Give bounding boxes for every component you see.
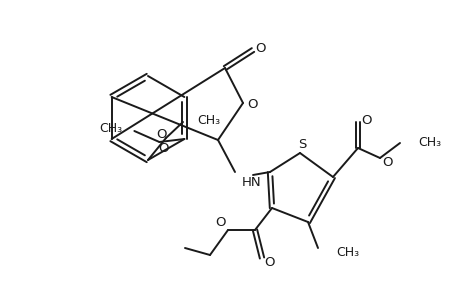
Text: O: O (157, 128, 167, 142)
Text: HN: HN (241, 176, 261, 188)
Text: O: O (255, 41, 266, 55)
Text: O: O (361, 113, 371, 127)
Text: S: S (297, 139, 306, 152)
Text: O: O (382, 157, 392, 169)
Text: CH₃: CH₃ (335, 247, 358, 260)
Text: O: O (247, 98, 257, 112)
Text: CH₃: CH₃ (417, 136, 440, 148)
Text: CH₃: CH₃ (196, 113, 220, 127)
Text: O: O (264, 256, 274, 269)
Text: O: O (215, 217, 226, 230)
Text: CH₃: CH₃ (99, 122, 122, 136)
Text: O: O (158, 142, 168, 155)
